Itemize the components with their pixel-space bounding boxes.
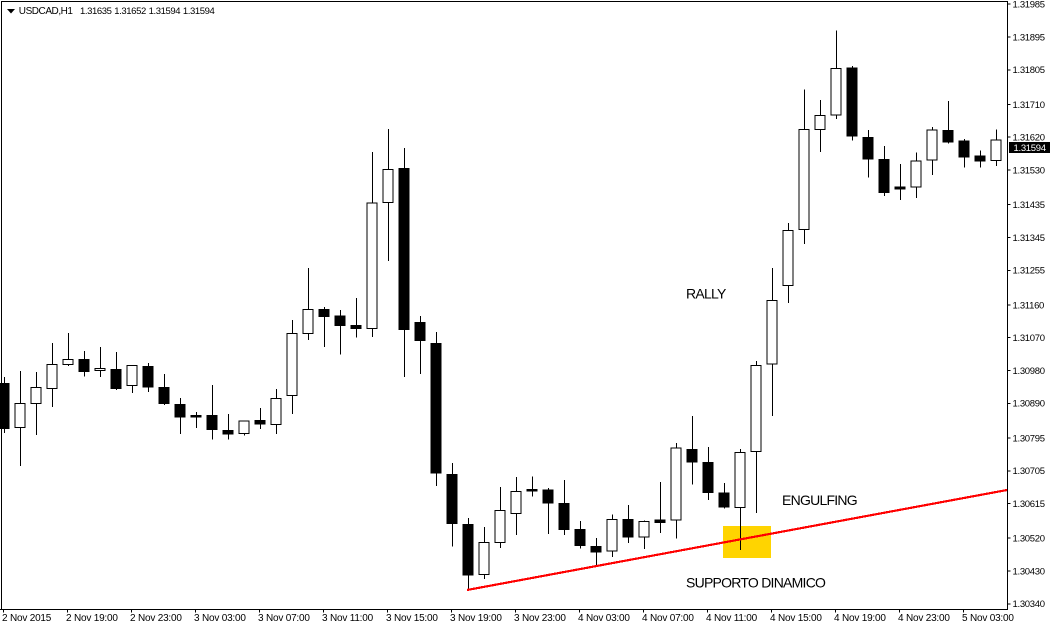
svg-text:USDCAD,H1: USDCAD,H1: [19, 6, 74, 17]
svg-text:1.31530: 1.31530: [1013, 165, 1045, 176]
svg-text:3 Nov 19:00: 3 Nov 19:00: [450, 613, 502, 624]
svg-text:1.31594: 1.31594: [183, 6, 215, 17]
svg-text:ENGULFING: ENGULFING: [782, 492, 857, 508]
svg-text:3 Nov 15:00: 3 Nov 15:00: [386, 613, 438, 624]
svg-text:1.31620: 1.31620: [1013, 133, 1045, 144]
svg-text:1.31594: 1.31594: [149, 6, 181, 17]
svg-text:1.30705: 1.30705: [1013, 466, 1045, 477]
svg-text:1.30890: 1.30890: [1013, 399, 1045, 410]
svg-text:1.30340: 1.30340: [1013, 599, 1045, 610]
svg-text:1.31435: 1.31435: [1013, 200, 1045, 211]
svg-text:3 Nov 11:00: 3 Nov 11:00: [322, 613, 374, 624]
svg-text:2 Nov 19:00: 2 Nov 19:00: [66, 613, 118, 624]
svg-text:1.31255: 1.31255: [1013, 266, 1045, 277]
svg-text:1.31345: 1.31345: [1013, 233, 1045, 244]
svg-text:1.31594: 1.31594: [1014, 143, 1046, 154]
svg-text:4 Nov 23:00: 4 Nov 23:00: [898, 613, 950, 624]
svg-text:1.30615: 1.30615: [1013, 499, 1045, 510]
svg-text:5 Nov 03:00: 5 Nov 03:00: [962, 613, 1014, 624]
svg-text:3 Nov 03:00: 3 Nov 03:00: [194, 613, 246, 624]
svg-text:1.31805: 1.31805: [1013, 65, 1045, 76]
svg-text:1.30430: 1.30430: [1013, 566, 1045, 577]
svg-text:4 Nov 19:00: 4 Nov 19:00: [834, 613, 886, 624]
svg-text:4 Nov 11:00: 4 Nov 11:00: [706, 613, 758, 624]
svg-text:1.31652: 1.31652: [114, 6, 146, 17]
svg-text:1.31160: 1.31160: [1013, 300, 1045, 311]
svg-text:1.31710: 1.31710: [1013, 100, 1045, 111]
svg-text:4 Nov 07:00: 4 Nov 07:00: [642, 613, 694, 624]
svg-text:3 Nov 23:00: 3 Nov 23:00: [514, 613, 566, 624]
svg-text:1.31895: 1.31895: [1013, 32, 1045, 43]
svg-text:RALLY: RALLY: [686, 286, 727, 302]
svg-text:1.30980: 1.30980: [1013, 366, 1045, 377]
svg-text:2 Nov 23:00: 2 Nov 23:00: [130, 613, 182, 624]
svg-text:1.31635: 1.31635: [80, 6, 112, 17]
svg-text:1.30520: 1.30520: [1013, 534, 1045, 545]
svg-text:4 Nov 03:00: 4 Nov 03:00: [578, 613, 630, 624]
svg-text:1.31070: 1.31070: [1013, 333, 1045, 344]
svg-text:4 Nov 15:00: 4 Nov 15:00: [770, 613, 822, 624]
svg-text:1.31985: 1.31985: [1013, 0, 1045, 11]
svg-text:3 Nov 07:00: 3 Nov 07:00: [258, 613, 310, 624]
svg-text:1.30795: 1.30795: [1013, 433, 1045, 444]
svg-text:2 Nov 2015: 2 Nov 2015: [2, 613, 52, 624]
svg-text:SUPPORTO DINAMICO: SUPPORTO DINAMICO: [686, 575, 826, 591]
